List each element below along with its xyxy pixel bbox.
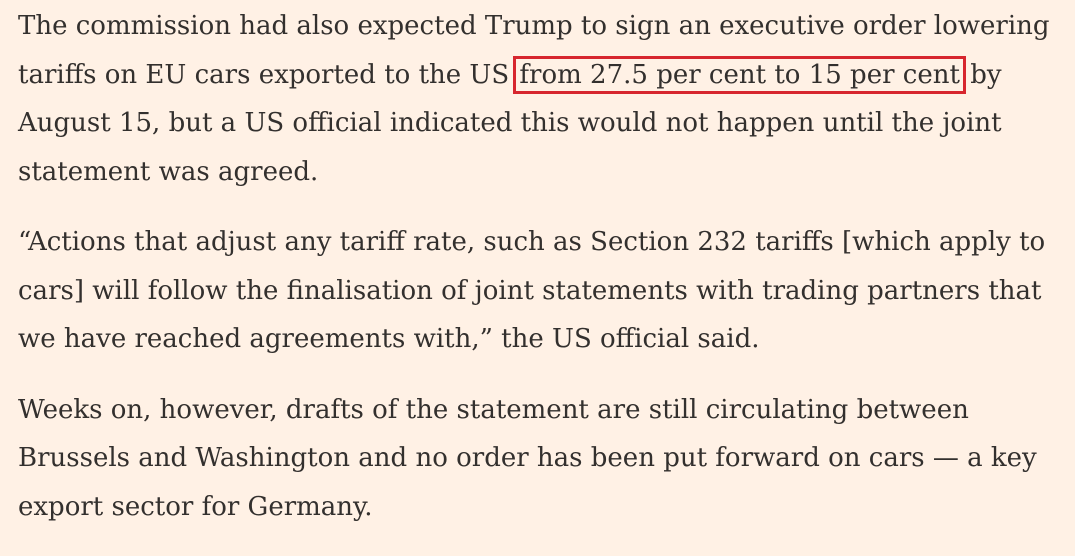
text-line: cars] will follow the finalisation of jo… (18, 275, 1042, 306)
article-body: The commission had also expected Trump t… (18, 2, 1068, 553)
text-line: statement was agreed. (18, 156, 319, 187)
text-line: export sector for Germany. (18, 491, 373, 522)
paragraph-3: Weeks on, however, drafts of the stateme… (18, 386, 1068, 532)
text-line: The commission had also expected Trump t… (18, 11, 1050, 41)
text-line: “Actions that adjust any tariff rate, su… (18, 227, 1046, 257)
text-line: we have reached agreements with,” the US… (18, 324, 760, 354)
text-line: Brussels and Washington and no order has… (18, 443, 1037, 473)
text-line: Weeks on, however, drafts of the stateme… (18, 394, 969, 425)
text-segment: by (970, 59, 1002, 90)
highlighted-phrase: from 27.5 per cent to 15 per cent (513, 55, 966, 94)
paragraph-2: “Actions that adjust any tariff rate, su… (18, 218, 1068, 364)
text-segment: tariffs on EU cars exported to the US (18, 59, 518, 90)
text-line: August 15, but a US official indicated t… (18, 108, 1002, 138)
text-line: tariffs on EU cars exported to the US fr… (18, 51, 1068, 100)
paragraph-1: The commission had also expected Trump t… (18, 2, 1068, 196)
